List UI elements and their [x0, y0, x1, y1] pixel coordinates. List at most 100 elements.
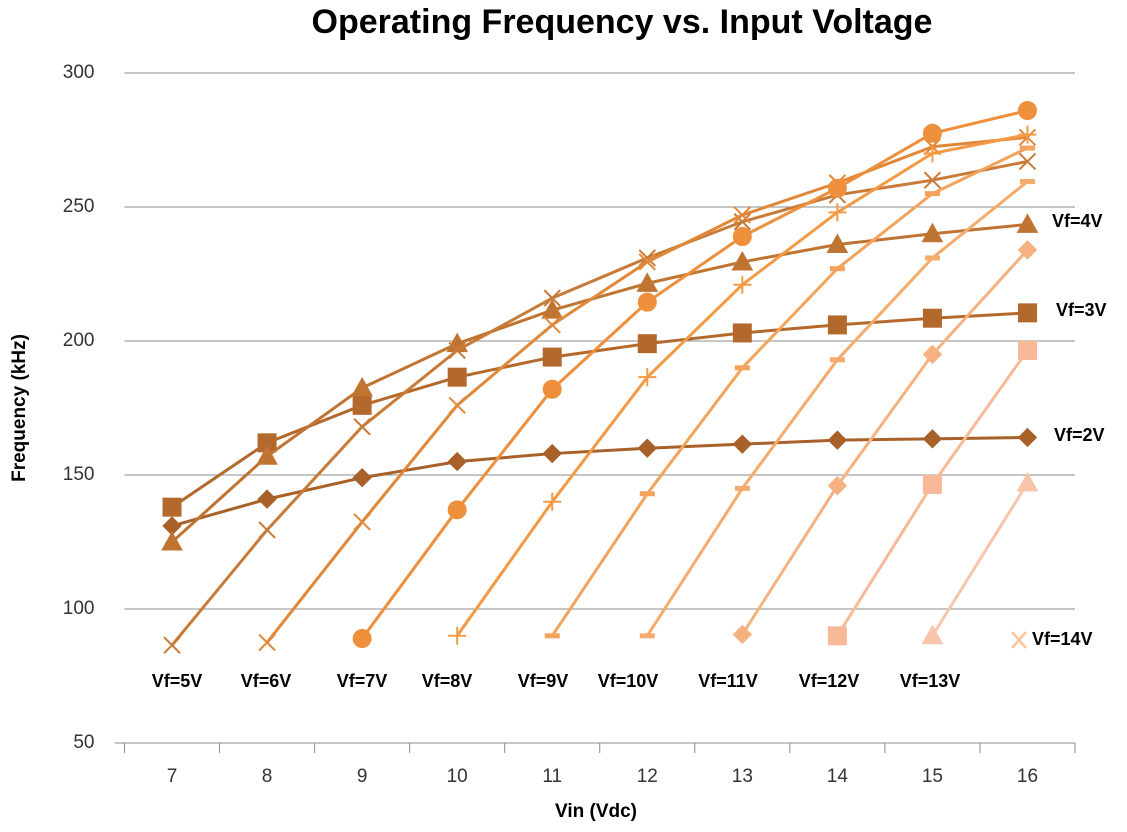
marker [922, 474, 942, 494]
x-tick-label: 13 [732, 766, 753, 787]
series-line [171, 311, 1028, 509]
marker [1016, 213, 1039, 233]
marker [829, 357, 845, 363]
x-tick-label: 10 [447, 766, 468, 787]
marker [734, 485, 750, 491]
marker [827, 430, 848, 450]
x-tick-label: 14 [827, 766, 849, 787]
marker [447, 367, 467, 387]
marker [542, 347, 562, 367]
marker [448, 396, 466, 415]
marker [639, 633, 655, 639]
marker [827, 626, 847, 646]
marker [827, 476, 848, 496]
marker [922, 344, 943, 365]
marker [1017, 303, 1037, 323]
marker [827, 178, 847, 198]
series-line [931, 482, 1029, 637]
marker [637, 438, 657, 458]
series-line [550, 146, 1029, 637]
x-tick-label: 16 [1017, 766, 1038, 787]
series-label: Vf=12V [799, 671, 860, 691]
marker [353, 513, 371, 531]
series-label: Vf=7V [337, 671, 388, 691]
legend-marker [1011, 631, 1027, 649]
series-line [455, 133, 1028, 637]
marker [922, 429, 943, 449]
marker [638, 368, 657, 387]
marker [352, 467, 372, 488]
marker [257, 489, 277, 509]
marker [922, 308, 942, 328]
x-tick-label: 11 [542, 766, 562, 787]
marker [256, 445, 278, 465]
series-line [741, 248, 1029, 636]
series-line [265, 135, 1028, 644]
marker [351, 376, 373, 397]
marker [1019, 145, 1035, 151]
marker [921, 222, 944, 243]
marker [732, 323, 752, 343]
series-label: Vf=14V [1032, 629, 1093, 649]
x-tick-label: 9 [357, 766, 368, 787]
series-label: Vf=10V [598, 671, 659, 691]
series-label: Vf=6V [241, 671, 292, 691]
x-tick-label: 7 [167, 766, 178, 787]
marker [448, 341, 466, 360]
marker [542, 379, 562, 399]
y-tick-label: 300 [63, 62, 95, 83]
x-axis-label: Vin (Vdc) [555, 801, 637, 822]
marker [352, 628, 372, 648]
marker [163, 636, 181, 654]
marker [1018, 125, 1037, 144]
marker [353, 418, 371, 436]
series-line [360, 109, 1028, 640]
marker [924, 191, 940, 197]
marker [734, 365, 750, 371]
marker [829, 266, 845, 272]
series-label: Vf=13V [900, 671, 961, 691]
marker [1017, 427, 1038, 448]
marker [543, 316, 561, 334]
marker [637, 334, 657, 354]
series-label: Vf=11V [698, 671, 758, 691]
marker [1017, 101, 1037, 121]
marker [1016, 472, 1039, 492]
marker [732, 434, 753, 454]
marker [1018, 152, 1037, 171]
marker [1019, 179, 1035, 185]
marker [447, 500, 467, 520]
marker [638, 249, 656, 267]
marker [921, 624, 944, 645]
x-tick-label: 15 [922, 766, 943, 787]
x-tick-label: 8 [262, 766, 273, 787]
marker [447, 451, 467, 472]
marker [448, 626, 467, 645]
marker [732, 624, 753, 645]
marker [636, 272, 659, 292]
marker [828, 203, 847, 222]
marker [827, 315, 847, 335]
marker [1017, 340, 1037, 360]
series-label: Vf=8V [422, 671, 473, 691]
marker [639, 491, 655, 497]
series-line [171, 222, 1028, 544]
marker [733, 275, 752, 294]
series-label: Vf=2V [1054, 425, 1105, 445]
marker [543, 289, 561, 307]
chart-title: Operating Frequency vs. Input Voltage [312, 3, 933, 41]
y-axis-label: Frequency (kHz) [9, 334, 30, 482]
y-tick-label: 50 [73, 732, 94, 753]
marker [923, 144, 942, 163]
series-label: Vf=5V [152, 671, 203, 691]
marker [731, 250, 754, 271]
marker [733, 206, 752, 224]
marker [638, 253, 656, 271]
marker [637, 292, 657, 312]
marker [162, 497, 182, 517]
y-tick-label: 250 [63, 196, 95, 217]
marker [543, 492, 562, 511]
marker [923, 171, 942, 189]
series-label: Vf=4V [1052, 211, 1103, 231]
